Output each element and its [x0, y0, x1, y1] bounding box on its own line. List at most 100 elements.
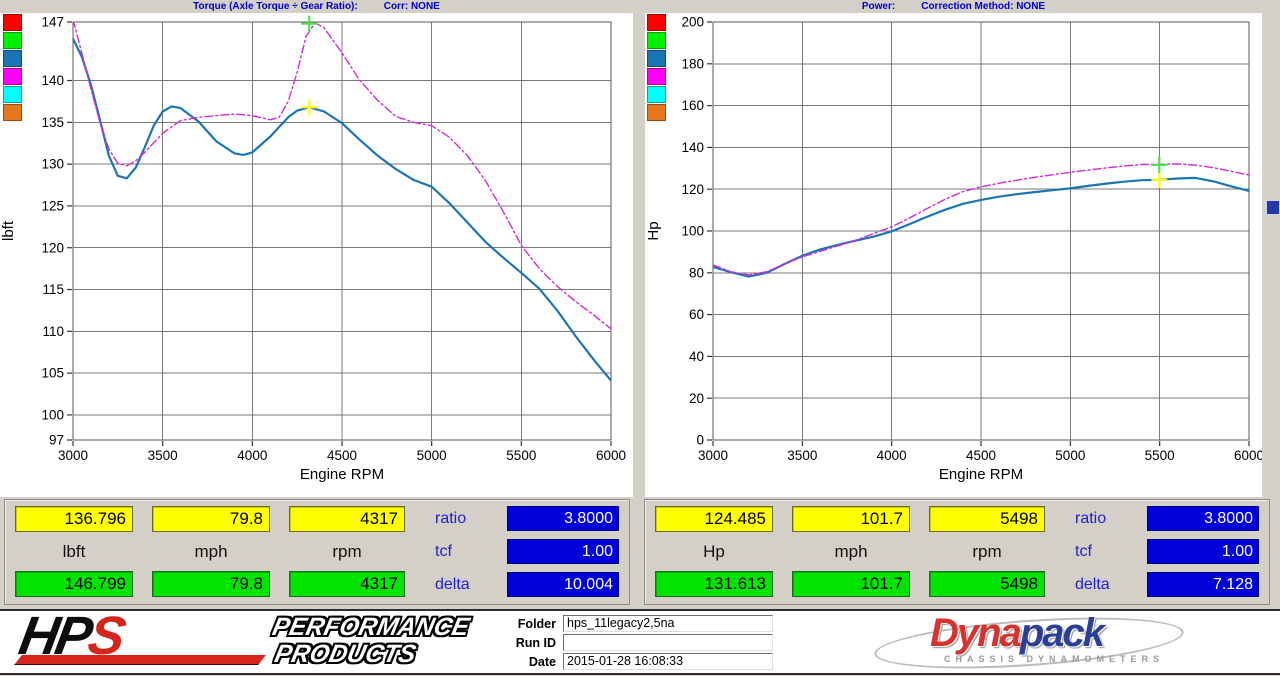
- svg-text:105: 105: [41, 366, 64, 381]
- run-id-field[interactable]: [563, 634, 773, 651]
- svg-text:100: 100: [681, 224, 704, 239]
- speed-unit-label: mph: [194, 542, 228, 561]
- rpm-reference-value: 5498: [929, 571, 1045, 597]
- legend-swatch-5[interactable]: [3, 104, 22, 121]
- torque-unit-label: lbft: [62, 542, 86, 561]
- dynapack-logo-text: Dynapack: [930, 611, 1105, 656]
- legend-swatch-2[interactable]: [647, 50, 666, 67]
- delta-value-box[interactable]: 7.128: [1147, 572, 1259, 597]
- svg-text:115: 115: [42, 282, 64, 297]
- delta-value-box[interactable]: 10.004: [507, 572, 619, 597]
- svg-text:5000: 5000: [417, 448, 447, 463]
- svg-text:80: 80: [689, 265, 704, 280]
- torque-readout-panel: 136.796 79.8 4317 lbft mph rpm 146.799 7…: [4, 499, 630, 605]
- hps-tagline-line2: PRODUCTS: [272, 640, 419, 668]
- dynapack-logo: Dynapack CHASSIS DYNAMOMETERS: [872, 609, 1190, 676]
- power-run-legend: [647, 14, 668, 122]
- torque-chart-titlebar: Torque (Axle Torque ÷ Gear Ratio): Corr:…: [0, 0, 633, 13]
- legend-swatch-1[interactable]: [647, 32, 666, 49]
- folder-field[interactable]: hps_11legacy2,5na: [563, 615, 773, 632]
- svg-text:130: 130: [41, 157, 64, 172]
- footer-bar: HPS PERFORMANCE PRODUCTS Folder hps_11le…: [0, 606, 1280, 676]
- torque-chart-plot[interactable]: 147 140 135 130 125 120 115 110 105 100 97 3000 3500…: [0, 13, 633, 497]
- legend-swatch-0[interactable]: [3, 14, 22, 31]
- svg-text:3000: 3000: [58, 448, 88, 463]
- svg-text:5000: 5000: [1055, 448, 1085, 463]
- rpm-unit-label: rpm: [332, 542, 362, 561]
- svg-text:Engine RPM: Engine RPM: [300, 466, 384, 483]
- rpm-cursor-value: 5498: [929, 506, 1045, 532]
- folder-label: Folder: [517, 616, 556, 631]
- legend-swatch-5[interactable]: [647, 104, 666, 121]
- svg-text:5500: 5500: [1145, 448, 1175, 463]
- svg-text:4500: 4500: [966, 448, 996, 463]
- svg-text:110: 110: [42, 324, 64, 339]
- torque-correction-label: Corr: NONE: [383, 1, 440, 12]
- ratio-value-box[interactable]: 3.8000: [1147, 506, 1259, 531]
- speed-reference-value: 101.7: [792, 571, 910, 597]
- hps-swoosh-graphic: [14, 655, 266, 665]
- svg-text:Engine RPM: Engine RPM: [939, 466, 1023, 483]
- svg-text:200: 200: [681, 15, 704, 30]
- rpm-unit-label: rpm: [972, 542, 1002, 561]
- hps-tagline: PERFORMANCE PRODUCTS: [264, 613, 472, 668]
- svg-text:120: 120: [681, 182, 704, 197]
- legend-swatch-4[interactable]: [647, 86, 666, 103]
- legend-swatch-3[interactable]: [647, 68, 666, 85]
- hps-logo: HPS: [12, 606, 266, 669]
- speed-unit-label: mph: [834, 542, 868, 561]
- torque-run-legend: [3, 14, 24, 122]
- dynapack-text-blue: pack: [1019, 611, 1105, 655]
- legend-swatch-0[interactable]: [647, 14, 666, 31]
- svg-text:147: 147: [41, 15, 64, 30]
- delta-label: delta: [435, 576, 470, 593]
- tcf-label: tcf: [435, 543, 452, 560]
- svg-text:140: 140: [681, 140, 704, 155]
- legend-swatch-1[interactable]: [3, 32, 22, 49]
- ratio-label: ratio: [1075, 510, 1107, 527]
- svg-text:100: 100: [41, 408, 64, 423]
- window-edge-artifact: [1266, 200, 1280, 215]
- svg-text:3500: 3500: [787, 448, 817, 463]
- torque-chart-title: Torque (Axle Torque ÷ Gear Ratio):: [193, 1, 358, 12]
- svg-text:Hp: Hp: [645, 221, 662, 240]
- rpm-reference-value: 4317: [289, 571, 405, 597]
- tcf-value-box[interactable]: 1.00: [507, 539, 619, 564]
- rpm-cursor-value: 4317: [289, 506, 405, 532]
- ratio-label: ratio: [435, 510, 467, 527]
- svg-text:160: 160: [681, 98, 704, 113]
- svg-text:140: 140: [41, 73, 64, 88]
- run-id-label: Run ID: [515, 635, 556, 650]
- power-unit-label: Hp: [703, 542, 725, 561]
- tcf-value-box[interactable]: 1.00: [1147, 539, 1259, 564]
- speed-reference-value: 79.8: [152, 571, 270, 597]
- svg-text:125: 125: [41, 199, 64, 214]
- svg-text:5500: 5500: [506, 448, 536, 463]
- svg-text:97: 97: [49, 433, 64, 448]
- legend-swatch-2[interactable]: [3, 50, 22, 67]
- torque-chart-panel: Torque (Axle Torque ÷ Gear Ratio): Corr:…: [0, 0, 633, 497]
- svg-text:3500: 3500: [148, 448, 178, 463]
- power-cursor-value: 124.485: [655, 506, 773, 532]
- speed-cursor-value: 79.8: [152, 506, 270, 532]
- dynapack-text-red: Dyna: [930, 611, 1022, 655]
- svg-text:120: 120: [41, 240, 64, 255]
- svg-text:40: 40: [689, 349, 704, 364]
- svg-text:0: 0: [696, 433, 704, 448]
- ratio-value-box[interactable]: 3.8000: [507, 506, 619, 531]
- date-label: Date: [528, 654, 556, 669]
- date-field[interactable]: 2015-01-28 16:08:33: [563, 653, 773, 670]
- power-chart-title: Power:: [861, 1, 896, 12]
- legend-swatch-3[interactable]: [3, 68, 22, 85]
- svg-text:180: 180: [681, 56, 704, 71]
- svg-text:4000: 4000: [877, 448, 907, 463]
- torque-reference-value: 146.799: [15, 571, 133, 597]
- power-chart-plot[interactable]: 200 180 160 140 120 100 80 60 40 20 0 3000 3500 4000 4…: [645, 13, 1262, 497]
- legend-swatch-4[interactable]: [3, 86, 22, 103]
- hps-tagline-line1: PERFORMANCE: [270, 613, 472, 641]
- power-correction-label: Correction Method: NONE: [921, 1, 1046, 12]
- svg-text:60: 60: [689, 307, 704, 322]
